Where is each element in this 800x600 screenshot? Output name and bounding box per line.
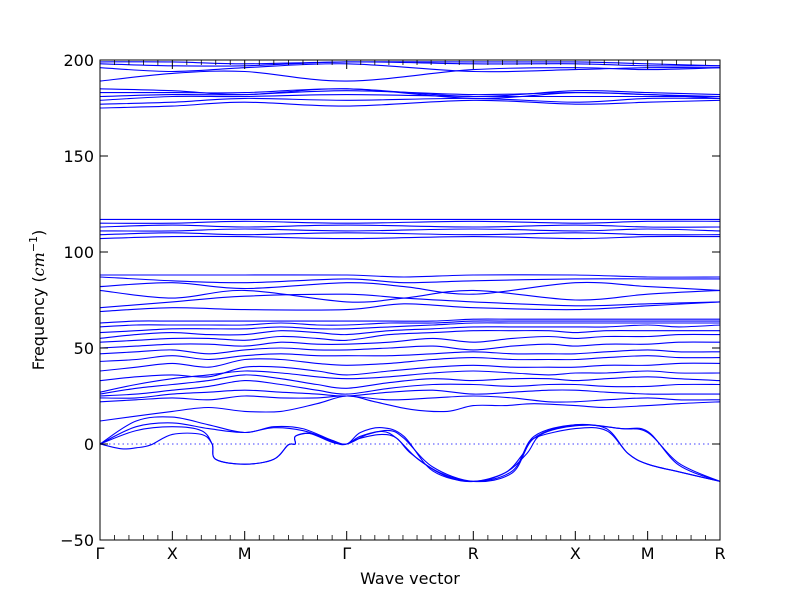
y-tick-label: −50 [60, 531, 94, 550]
band-line-11 [99, 362, 721, 382]
band-line-35 [99, 94, 720, 101]
band-line-26 [99, 274, 721, 278]
band-line-31 [99, 220, 721, 224]
band-line-17 [99, 324, 721, 339]
band-line-10 [99, 370, 721, 393]
x-tick-label: R [468, 544, 479, 563]
band-line-19 [99, 320, 720, 328]
band-line-39 [99, 67, 721, 82]
x-tick-label: R [714, 544, 725, 563]
band-line-5 [99, 395, 721, 422]
x-tick-label: X [570, 544, 581, 563]
plot-frame [99, 59, 721, 541]
band-line-18 [99, 322, 720, 334]
x-tick-label: Γ [342, 544, 351, 563]
y-axis-label-exp: −1 [27, 236, 40, 252]
y-tick-label: 100 [63, 243, 94, 262]
band-line-7 [99, 389, 720, 399]
band-line-12 [99, 355, 721, 372]
bands-layer [99, 61, 721, 483]
y-axis-label: Frequency (cm−1) [27, 230, 48, 371]
band-line-40 [99, 63, 721, 73]
x-tick-label: M [641, 544, 655, 563]
band-line-23 [99, 289, 721, 303]
x-tick-label: X [167, 544, 178, 563]
y-axis-label-close: ) [29, 230, 48, 236]
band-line-6 [99, 395, 721, 403]
band-line-13 [99, 349, 721, 362]
band-line-33 [99, 99, 721, 109]
x-tick-label: Γ [96, 544, 105, 563]
band-line-37 [100, 88, 721, 98]
band-line-30 [99, 224, 721, 228]
y-tick-label: 150 [63, 147, 94, 166]
band-line-25 [99, 276, 720, 284]
band-line-38 [99, 88, 721, 99]
band-line-15 [99, 333, 721, 349]
x-tick-label: M [238, 544, 252, 563]
band-line-9 [99, 374, 721, 395]
y-tick-label: 0 [84, 435, 94, 454]
band-line-8 [99, 380, 721, 397]
band-line-16 [99, 330, 720, 343]
y-axis-label-text: Frequency ( [29, 276, 48, 370]
band-line-41 [99, 61, 721, 67]
band-line-29 [99, 228, 721, 232]
band-line-28 [99, 232, 721, 236]
band-line-27 [99, 235, 721, 240]
band-line-20 [99, 318, 720, 324]
band-line-14 [99, 341, 721, 355]
y-ticks: −50 0 50 100 150 200 [60, 51, 720, 550]
y-tick-label: 50 [74, 339, 94, 358]
band-line-42 [99, 61, 721, 67]
y-tick-label: 200 [63, 51, 94, 70]
band-line-34 [99, 97, 721, 105]
band-line-24 [99, 281, 721, 295]
x-axis-label: Wave vector [360, 569, 460, 588]
band-line-4 [99, 422, 721, 482]
band-line-21 [99, 301, 721, 313]
y-axis-label-unit: cm [29, 252, 48, 276]
